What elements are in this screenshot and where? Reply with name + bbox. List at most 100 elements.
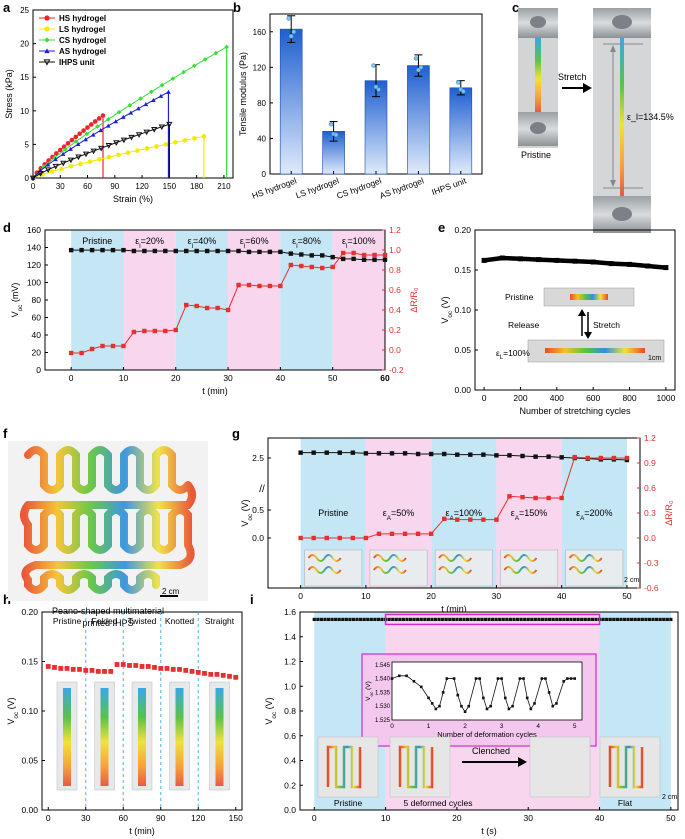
voc-point: [437, 617, 441, 622]
legend-label: HS hydrogel: [59, 14, 106, 23]
inset-point: [555, 702, 558, 705]
data-point: [41, 164, 47, 170]
voc-point: [79, 247, 84, 253]
caption-f-1: Peano-shaped multimaterial: [52, 606, 164, 616]
panel-d-chart: Pristine εl=20% εl=40% εl=60% εl=80% εl=100% 0…: [10, 225, 419, 396]
voc-point: [619, 617, 623, 622]
panel-letter-i: i: [250, 592, 254, 607]
y2-tick-label: 1.2: [644, 433, 656, 443]
highlight-box: [384, 613, 601, 626]
data-point: [154, 144, 159, 149]
data-point: [149, 89, 154, 95]
voc-point: [608, 617, 612, 622]
inset-x-tick-label: 2: [463, 723, 467, 730]
data-point: [158, 124, 165, 131]
x-tick-label: 20: [452, 813, 462, 823]
dr-point: [121, 343, 126, 349]
y2-axis-label: ΔR/R₀: [664, 500, 674, 526]
replicate-point: [371, 63, 376, 68]
y2-tick-label: 0.4: [389, 305, 401, 315]
voc-point: [476, 617, 480, 622]
x-tick-label: 600: [586, 393, 600, 403]
x-tick-label: 40: [557, 591, 567, 601]
x-tick-label: 30: [81, 813, 91, 823]
voc-point: [469, 617, 473, 622]
data-point: [89, 122, 94, 127]
voc-point: [391, 617, 395, 622]
inset-point: [445, 677, 449, 680]
voc-point: [483, 617, 488, 622]
scale-bar-e: 1cm: [648, 355, 661, 362]
voc-point: [299, 252, 304, 257]
dr-point: [402, 531, 408, 537]
voc-point: [257, 249, 262, 255]
y-tick-label: 1.6: [284, 607, 296, 617]
voc-point: [442, 451, 447, 457]
y-axis-label: Stress (kPa): [4, 69, 14, 119]
voc-point: [533, 454, 538, 459]
voc-point: [45, 664, 51, 669]
data-point: [92, 119, 98, 124]
inset-point: [547, 691, 551, 694]
dr-point: [299, 263, 304, 269]
voc-point: [587, 617, 591, 622]
inset-device: [398, 745, 434, 789]
dr-point: [585, 455, 590, 461]
data-point: [52, 155, 57, 161]
legend-marker: [44, 37, 50, 43]
dr-point: [89, 346, 95, 352]
voc-point: [340, 256, 346, 262]
voc-point: [163, 248, 168, 254]
voc-point: [330, 254, 335, 260]
y-axis-label: Voc (V): [240, 499, 254, 526]
voc-point: [152, 248, 158, 254]
voc-point: [558, 617, 562, 622]
inset-point: [529, 707, 533, 711]
x-tick-label: 60: [119, 813, 129, 823]
inset-point: [405, 674, 408, 678]
inset-plot: [391, 661, 583, 721]
voc-point: [233, 674, 239, 680]
voc-point: [416, 617, 420, 622]
y-tick-label: 20: [32, 348, 42, 358]
voc-point: [184, 248, 189, 254]
x-tick-label: LS hydrogel: [294, 175, 340, 200]
inset-device: [215, 688, 224, 786]
y-tick-label: 0: [25, 174, 30, 183]
data-point: [128, 110, 134, 115]
voc-point: [359, 617, 363, 622]
data-point: [62, 147, 68, 152]
region-label: Pristine: [53, 616, 82, 626]
x-tick-label: 0: [69, 373, 74, 383]
voc-point: [214, 671, 220, 677]
inset-y-tick-label: 1.530: [375, 704, 391, 710]
region-label: εl=80%: [292, 236, 321, 250]
voc-point: [515, 617, 520, 622]
inset-point: [460, 704, 463, 708]
y2-tick-label: -0.6: [644, 583, 659, 593]
voc-point: [173, 248, 178, 254]
annotation-pristine: Pristine: [505, 292, 534, 302]
voc-point: [633, 617, 637, 622]
dr-point: [225, 307, 231, 313]
y-tick-label: 1.4: [284, 632, 296, 642]
dr-point: [363, 535, 369, 541]
annotation-release: Release: [508, 320, 539, 330]
y2-tick-label: 1.2: [389, 225, 401, 235]
voc-point: [170, 667, 176, 672]
inset-device: [608, 745, 644, 789]
voc-point: [644, 617, 648, 622]
y-axis-label: Voc (V): [6, 697, 20, 724]
inset-device: [326, 745, 362, 789]
voc-point: [499, 255, 505, 261]
region-band: [71, 230, 124, 370]
voc-point: [433, 617, 438, 622]
voc-point: [627, 261, 633, 267]
region-label: εA=50%: [383, 508, 415, 522]
dr-point: [320, 265, 325, 271]
data-point: [73, 134, 79, 140]
y-tick-label: 0.10: [454, 305, 471, 315]
x-tick-label: 200: [513, 393, 527, 403]
voc-point: [319, 617, 323, 622]
voc-point: [236, 248, 241, 254]
